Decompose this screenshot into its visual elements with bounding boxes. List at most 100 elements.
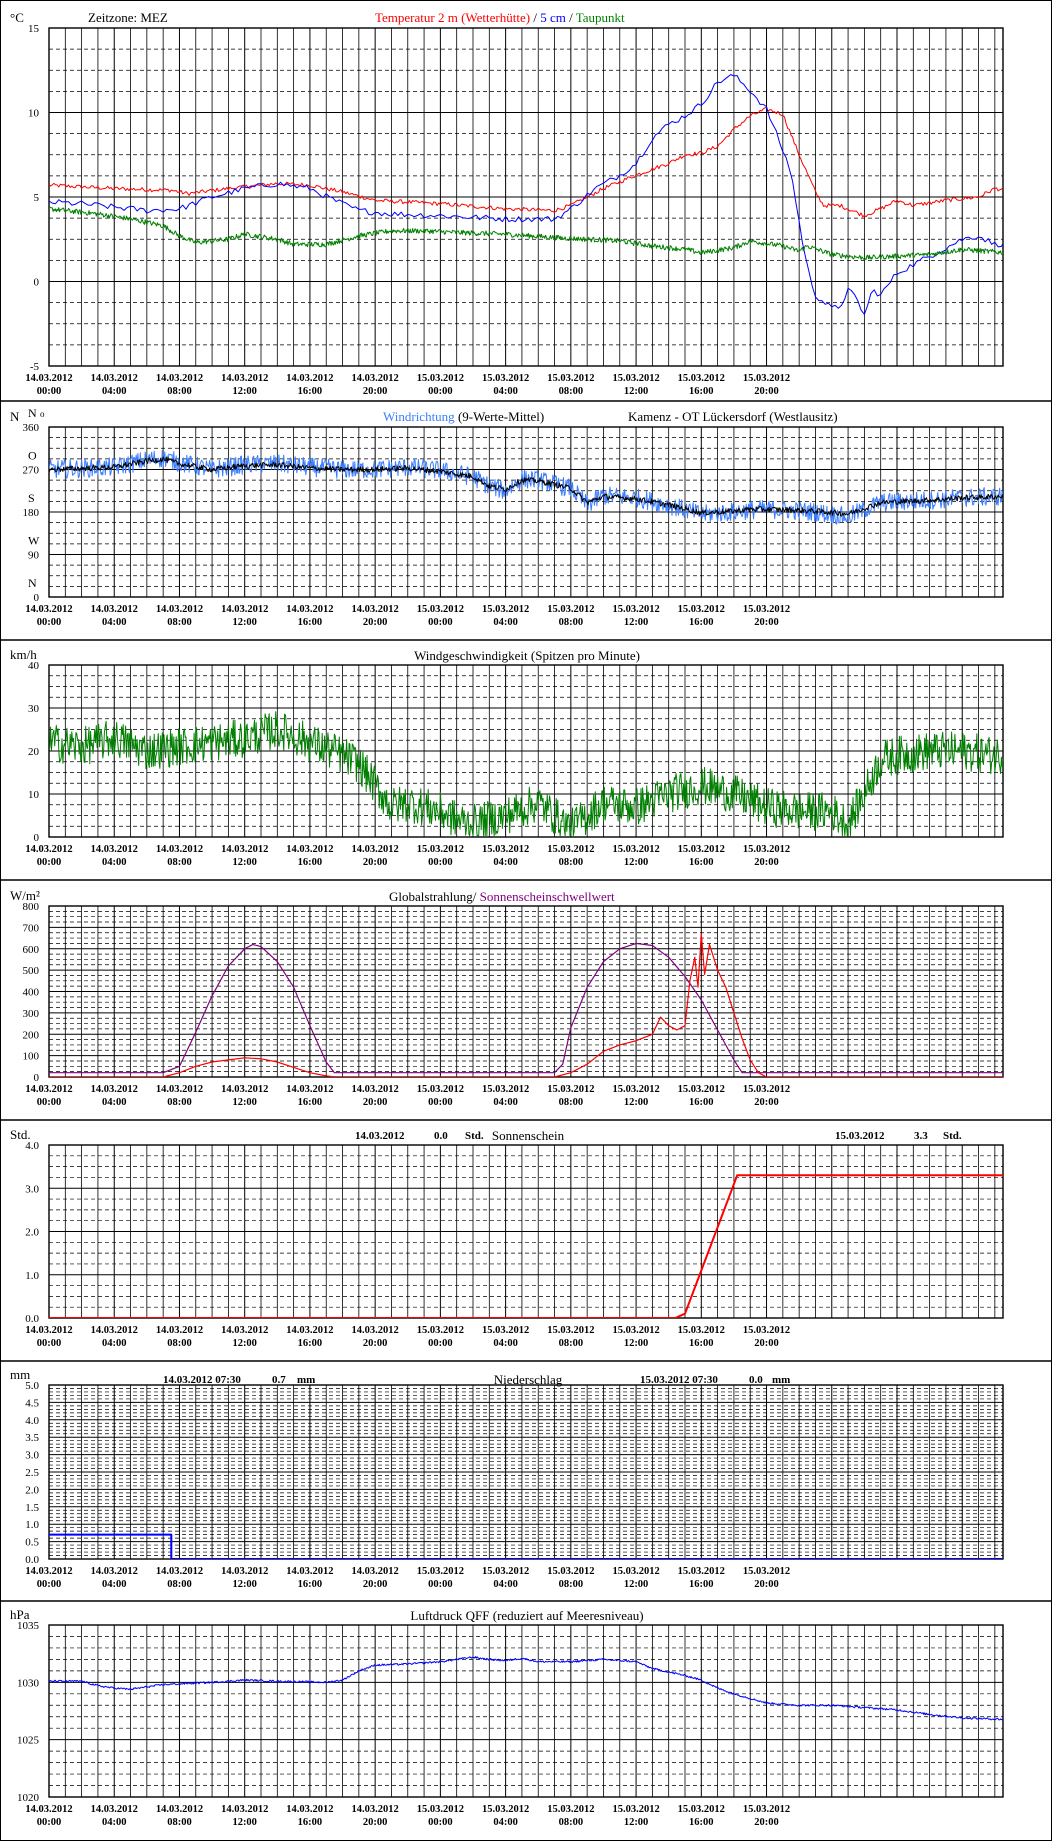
x-tick-date: 14.03.2012: [91, 373, 138, 384]
x-tick-date: 15.03.2012: [482, 1325, 529, 1336]
compass-label: N: [28, 406, 37, 420]
x-tick-date: 14.03.2012: [156, 1325, 203, 1336]
x-tick-time: 04:00: [493, 1338, 518, 1349]
x-tick-time: 16:00: [298, 1817, 323, 1828]
x-tick-time: 20:00: [754, 857, 779, 868]
x-tick-time: 04:00: [102, 617, 127, 628]
x-tick-date: 14.03.2012: [352, 1325, 399, 1336]
y-tick-label: 3.0: [25, 1450, 39, 1462]
x-tick-time: 12:00: [624, 1338, 649, 1349]
summary-date: 15.03.2012: [835, 1130, 885, 1142]
y-tick-label: 1020: [17, 1792, 40, 1804]
y-tick-label: 0: [34, 592, 40, 604]
summary-value: 3.3: [914, 1130, 928, 1142]
x-tick-time: 20:00: [363, 1338, 388, 1349]
x-tick-date: 15.03.2012: [678, 604, 725, 615]
x-tick-date: 14.03.2012: [91, 1566, 138, 1577]
x-tick-time: 16:00: [689, 857, 714, 868]
x-tick-date: 15.03.2012: [612, 604, 659, 615]
x-tick-date: 14.03.2012: [286, 1566, 333, 1577]
x-tick-date: 14.03.2012: [91, 1084, 138, 1095]
x-tick-time: 04:00: [493, 857, 518, 868]
x-tick-date: 15.03.2012: [743, 1325, 790, 1336]
legend-entry: 5 cm: [540, 10, 566, 25]
x-tick-date: 15.03.2012: [417, 373, 464, 384]
x-tick-date: 14.03.2012: [286, 1804, 333, 1815]
summary-date: 15.03.2012 07:30: [640, 1374, 718, 1386]
x-tick-date: 14.03.2012: [25, 844, 72, 855]
x-tick-date: 15.03.2012: [547, 1566, 594, 1577]
x-tick-time: 04:00: [102, 1579, 127, 1590]
x-tick-date: 15.03.2012: [547, 604, 594, 615]
series-line: [49, 1656, 1003, 1721]
x-tick-time: 16:00: [689, 617, 714, 628]
x-tick-date: 15.03.2012: [612, 1804, 659, 1815]
chart-title: Luftdruck QFF (reduziert auf Meeresnivea…: [410, 1608, 643, 1623]
x-tick-date: 15.03.2012: [482, 604, 529, 615]
unit-label: mm: [10, 1367, 30, 1382]
x-tick-time: 08:00: [167, 857, 192, 868]
series-line: [49, 456, 1003, 517]
x-tick-date: 14.03.2012: [25, 1325, 72, 1336]
x-tick-date: 14.03.2012: [352, 1084, 399, 1095]
x-tick-date: 14.03.2012: [221, 844, 268, 855]
y-tick-label: 700: [23, 922, 40, 934]
x-tick-date: 15.03.2012: [417, 1084, 464, 1095]
compass-label: S: [28, 491, 35, 505]
y-tick-label: 600: [23, 944, 40, 956]
x-tick-time: 08:00: [167, 386, 192, 397]
y-tick-label: 1.0: [25, 1519, 39, 1531]
x-tick-date: 15.03.2012: [612, 1325, 659, 1336]
x-tick-date: 15.03.2012: [743, 1084, 790, 1095]
x-tick-date: 15.03.2012: [678, 1325, 725, 1336]
summary-unit: Std.: [943, 1130, 962, 1142]
x-tick-time: 04:00: [493, 617, 518, 628]
y-tick-label: 0: [34, 277, 40, 289]
x-tick-date: 14.03.2012: [91, 1325, 138, 1336]
x-tick-time: 00:00: [428, 1817, 453, 1828]
x-tick-date: 15.03.2012: [547, 1804, 594, 1815]
x-tick-time: 00:00: [37, 386, 62, 397]
x-tick-date: 14.03.2012: [91, 604, 138, 615]
y-tick-label: 0.0: [25, 1313, 39, 1325]
x-tick-date: 14.03.2012: [156, 1804, 203, 1815]
x-tick-time: 00:00: [37, 1097, 62, 1108]
x-tick-date: 14.03.2012: [286, 844, 333, 855]
x-tick-date: 15.03.2012: [482, 1804, 529, 1815]
y-tick-label: 4.5: [25, 1397, 39, 1409]
x-tick-date: 14.03.2012: [156, 604, 203, 615]
summary-date: 14.03.2012 07:30: [163, 1374, 241, 1386]
legend-entry: Taupunkt: [576, 10, 625, 25]
plot-frame: [48, 426, 1004, 598]
x-tick-date: 15.03.2012: [547, 844, 594, 855]
y-tick-label: 2.5: [25, 1467, 39, 1479]
x-tick-time: 16:00: [298, 857, 323, 868]
x-tick-time: 00:00: [428, 386, 453, 397]
x-tick-date: 15.03.2012: [612, 373, 659, 384]
y-tick-label: 3.5: [25, 1432, 39, 1444]
series-line: [49, 74, 1003, 315]
x-tick-time: 12:00: [624, 1097, 649, 1108]
y-tick-label: 200: [23, 1029, 40, 1041]
summary-unit: mm: [772, 1374, 790, 1386]
plot-frame: [48, 1624, 1004, 1798]
x-tick-time: 08:00: [559, 617, 584, 628]
x-tick-time: 16:00: [689, 1338, 714, 1349]
unit-label: N: [10, 409, 20, 424]
chart-title: Windgeschwindigkeit (Spitzen pro Minute): [414, 648, 640, 663]
x-tick-time: 00:00: [428, 1097, 453, 1108]
x-tick-date: 15.03.2012: [743, 1566, 790, 1577]
x-tick-time: 16:00: [298, 386, 323, 397]
x-tick-time: 08:00: [559, 1097, 584, 1108]
x-tick-date: 14.03.2012: [352, 1566, 399, 1577]
series-line: [49, 933, 1003, 1077]
x-tick-time: 00:00: [428, 1579, 453, 1590]
x-tick-date: 15.03.2012: [547, 373, 594, 384]
series-line: [49, 1174, 1003, 1318]
